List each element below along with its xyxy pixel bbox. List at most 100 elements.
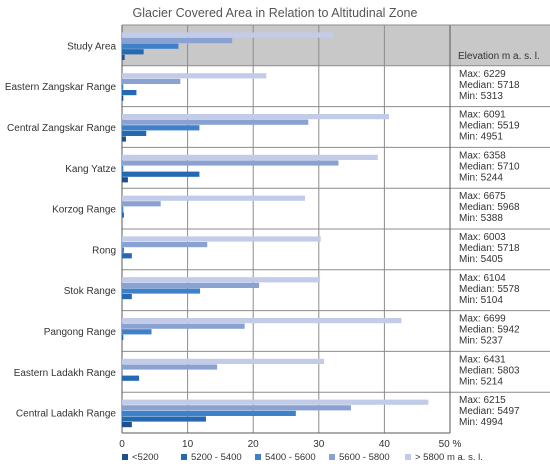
category-label: Stok Range	[64, 286, 117, 297]
elevation-median: Median: 5497	[459, 406, 520, 417]
elevation-max: Max: 6431	[459, 354, 506, 365]
elevation-max: Max: 6003	[459, 232, 506, 243]
bar-5600-5800	[122, 160, 339, 166]
bar-5800-m-a-s-l	[122, 236, 321, 242]
bar-5200-5400	[122, 334, 124, 340]
legend-swatch	[405, 454, 411, 460]
category-label: Central Zangskar Range	[7, 123, 116, 134]
bar-5600-5800	[122, 242, 208, 248]
bar-5200	[122, 54, 125, 60]
category-label: Korzog Range	[52, 205, 116, 216]
legend-label: 5200 - 5400	[191, 452, 242, 463]
bar-5400-5600	[122, 166, 124, 172]
category-label: Study Area	[67, 41, 116, 52]
elevation-median: Median: 5519	[459, 121, 520, 132]
x-tick-label: 50 %	[439, 439, 462, 450]
elevation-max: Max: 6699	[459, 314, 506, 325]
legend-label: 5600 - 5800	[339, 452, 390, 463]
legend-swatch	[329, 454, 335, 460]
x-tick-label: 10	[182, 439, 194, 450]
bar-5600-5800	[122, 282, 260, 288]
elevation-median: Median: 5710	[459, 161, 520, 172]
x-tick-label: 20	[248, 439, 260, 450]
bar-5600-5800	[122, 119, 309, 125]
elevation-median: Median: 5968	[459, 202, 520, 213]
legend-label: 5400 - 5600	[265, 452, 316, 463]
bar-5200	[122, 422, 132, 428]
bar-5400-5600	[122, 43, 179, 49]
bar-5800-m-a-s-l	[122, 318, 402, 324]
bar-5400-5600	[122, 329, 152, 335]
bar-5800-m-a-s-l	[122, 114, 389, 120]
elevation-min: Min: 5388	[459, 213, 503, 224]
elevation-median: Median: 5718	[459, 243, 520, 254]
highlight-band	[122, 25, 550, 66]
bar-5800-m-a-s-l	[122, 32, 334, 38]
elevation-max: Max: 6229	[459, 69, 506, 80]
elevation-min: Min: 4951	[459, 132, 503, 143]
legend-label: <5200	[132, 452, 159, 463]
bar-5800-m-a-s-l	[122, 399, 429, 405]
chart-title: Glacier Covered Area in Relation to Alti…	[133, 6, 418, 20]
legend-swatch	[255, 454, 261, 460]
bar-5600-5800	[122, 38, 233, 44]
bar-5200-5400	[122, 130, 147, 136]
category-label: Kang Yatze	[65, 164, 116, 175]
elevation-header: Elevation m a. s. l.	[458, 51, 540, 62]
x-tick-label: 30	[313, 439, 325, 450]
bar-5200	[122, 177, 128, 183]
bar-5400-5600	[122, 84, 124, 90]
elevation-min: Min: 5104	[459, 295, 503, 306]
x-tick-label: 0	[119, 439, 125, 450]
bar-5200-5400	[122, 171, 200, 177]
bar-5600-5800	[122, 364, 218, 370]
elevation-max: Max: 6091	[459, 110, 506, 121]
bar-5400-5600	[122, 206, 124, 212]
category-label: Eastern Ladakh Range	[14, 368, 117, 379]
bar-5200	[122, 136, 126, 142]
bar-5600-5800	[122, 323, 245, 329]
elevation-median: Median: 5803	[459, 365, 520, 376]
bar-5800-m-a-s-l	[122, 195, 306, 201]
bar-5200-5400	[122, 294, 132, 300]
elevation-min: Min: 5313	[459, 91, 503, 102]
elevation-max: Max: 6104	[459, 273, 506, 284]
bar-5400-5600	[122, 288, 201, 294]
bar-5600-5800	[122, 405, 351, 411]
bar-5800-m-a-s-l	[122, 73, 267, 79]
elevation-min: Min: 5237	[459, 336, 503, 347]
bar-5800-m-a-s-l	[122, 358, 325, 364]
bar-5400-5600	[122, 410, 296, 416]
elevation-min: Min: 4994	[459, 417, 503, 428]
legend-swatch	[122, 454, 128, 460]
x-tick-label: 40	[379, 439, 391, 450]
elevation-min: Min: 5405	[459, 254, 503, 265]
category-label: Eastern Zangskar Range	[5, 82, 117, 93]
category-label: Central Ladakh Range	[16, 409, 117, 420]
category-label: Pangong Range	[44, 327, 117, 338]
elevation-median: Median: 5578	[459, 284, 520, 295]
bar-5200-5400	[122, 212, 124, 218]
elevation-median: Median: 5942	[459, 325, 520, 336]
bar-5200-5400	[122, 375, 140, 381]
bar-5200-5400	[122, 253, 132, 259]
bar-5200-5400	[122, 49, 144, 55]
elevation-max: Max: 6215	[459, 395, 506, 406]
bar-5200-5400	[122, 90, 137, 96]
bar-5600-5800	[122, 201, 161, 207]
bar-5600-5800	[122, 78, 181, 84]
elevation-max: Max: 6675	[459, 191, 506, 202]
bar-5400-5600	[122, 125, 200, 131]
legend-label: > 5800 m a. s. l.	[415, 452, 483, 463]
bar-5800-m-a-s-l	[122, 154, 378, 160]
elevation-min: Min: 5244	[459, 172, 503, 183]
bar-5400-5600	[122, 247, 124, 253]
legend-swatch	[181, 454, 187, 460]
bar-5800-m-a-s-l	[122, 277, 321, 283]
category-label: Rong	[92, 245, 116, 256]
elevation-max: Max: 6358	[459, 150, 506, 161]
elevation-min: Min: 5214	[459, 376, 503, 387]
elevation-median: Median: 5718	[459, 80, 520, 91]
bar-5200	[122, 95, 124, 101]
